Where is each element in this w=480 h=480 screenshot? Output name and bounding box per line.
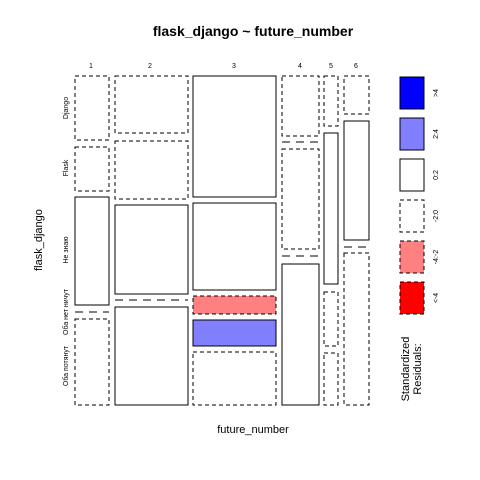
y-axis-label: flask_django [33,209,45,271]
x-tick-1: 1 [89,63,93,70]
mosaic-tile-3-django [192,75,277,198]
mosaic-tile-3-flask [192,202,277,291]
mosaic-tile-1-flask [74,146,110,192]
legend-label-6: <-4 [433,293,440,303]
x-tick-3: 3 [232,63,236,70]
legend-label-3: 0:2 [433,170,440,180]
mosaic-tile-1-django [74,75,110,141]
mosaic-tile-3-оба-потянут [192,351,277,406]
mosaic-tile-6-flask [343,120,370,241]
legend-swatch-2 [399,117,425,151]
mosaic-tile-2-flask [114,140,189,200]
x-tick-5: 5 [329,63,333,70]
legend-label-4: -2:0 [433,210,440,222]
mosaic-tile-3-не-знаю [192,295,277,315]
mosaic-tile-3-оба-нет-ничут [192,319,277,347]
mosaic-tile-6-не-знаю [343,252,370,406]
legend-label-1: >4 [433,89,440,97]
mosaic-tile-5-flask [323,132,339,285]
y-tick-oba-potyanut: Оба потянут [62,345,70,386]
legend-swatch-3 [399,158,425,192]
mosaic-tile-2-оба-потянут [114,306,189,406]
x-tick-4: 4 [298,63,302,70]
legend-title-line2: Residuals: [412,343,424,394]
mosaic-tiles [74,75,370,406]
legend-swatch-4 [399,199,425,233]
mosaic-tile-5-django [323,75,339,127]
mosaic-tile-1-не-знаю [74,196,110,306]
chart-title: flask_django ~ future_number [153,23,354,39]
legend-title-line1: Standardized [400,337,412,402]
mosaic-tile-4-django [281,75,320,137]
x-tick-2: 2 [148,63,152,70]
legend-label-5: -4:-2 [433,250,440,265]
y-tick-django: Django [63,97,70,119]
mosaic-tile-1-оба-потянут [74,318,110,406]
legend-swatch-5 [399,240,425,274]
legend-swatch-6 [399,281,425,315]
mosaic-tile-4-не-знаю [281,263,320,406]
mosaic-tile-5-не-знаю [323,291,339,347]
mosaic-tile-6-django [343,75,370,115]
mosaic-tile-2-django [114,75,189,134]
y-tick-flask: Flask [63,159,70,176]
mosaic-tile-5-оба-потянут [323,352,339,406]
legend-label-2: 2:4 [433,129,440,139]
residuals-legend: >4 2:4 0:2 -2:0 -4:-2 <-4 [399,76,440,315]
y-tick-oba-net-nichut: Оба нет ничут [62,288,70,335]
legend-swatch-1 [399,76,425,110]
y-tick-ne-znayu: Не знаю [63,236,70,263]
mosaic-tile-4-flask [281,148,320,250]
mosaic-tile-2-не-знаю [114,204,189,295]
x-tick-6: 6 [354,63,358,70]
x-axis-label: future_number [217,424,289,436]
